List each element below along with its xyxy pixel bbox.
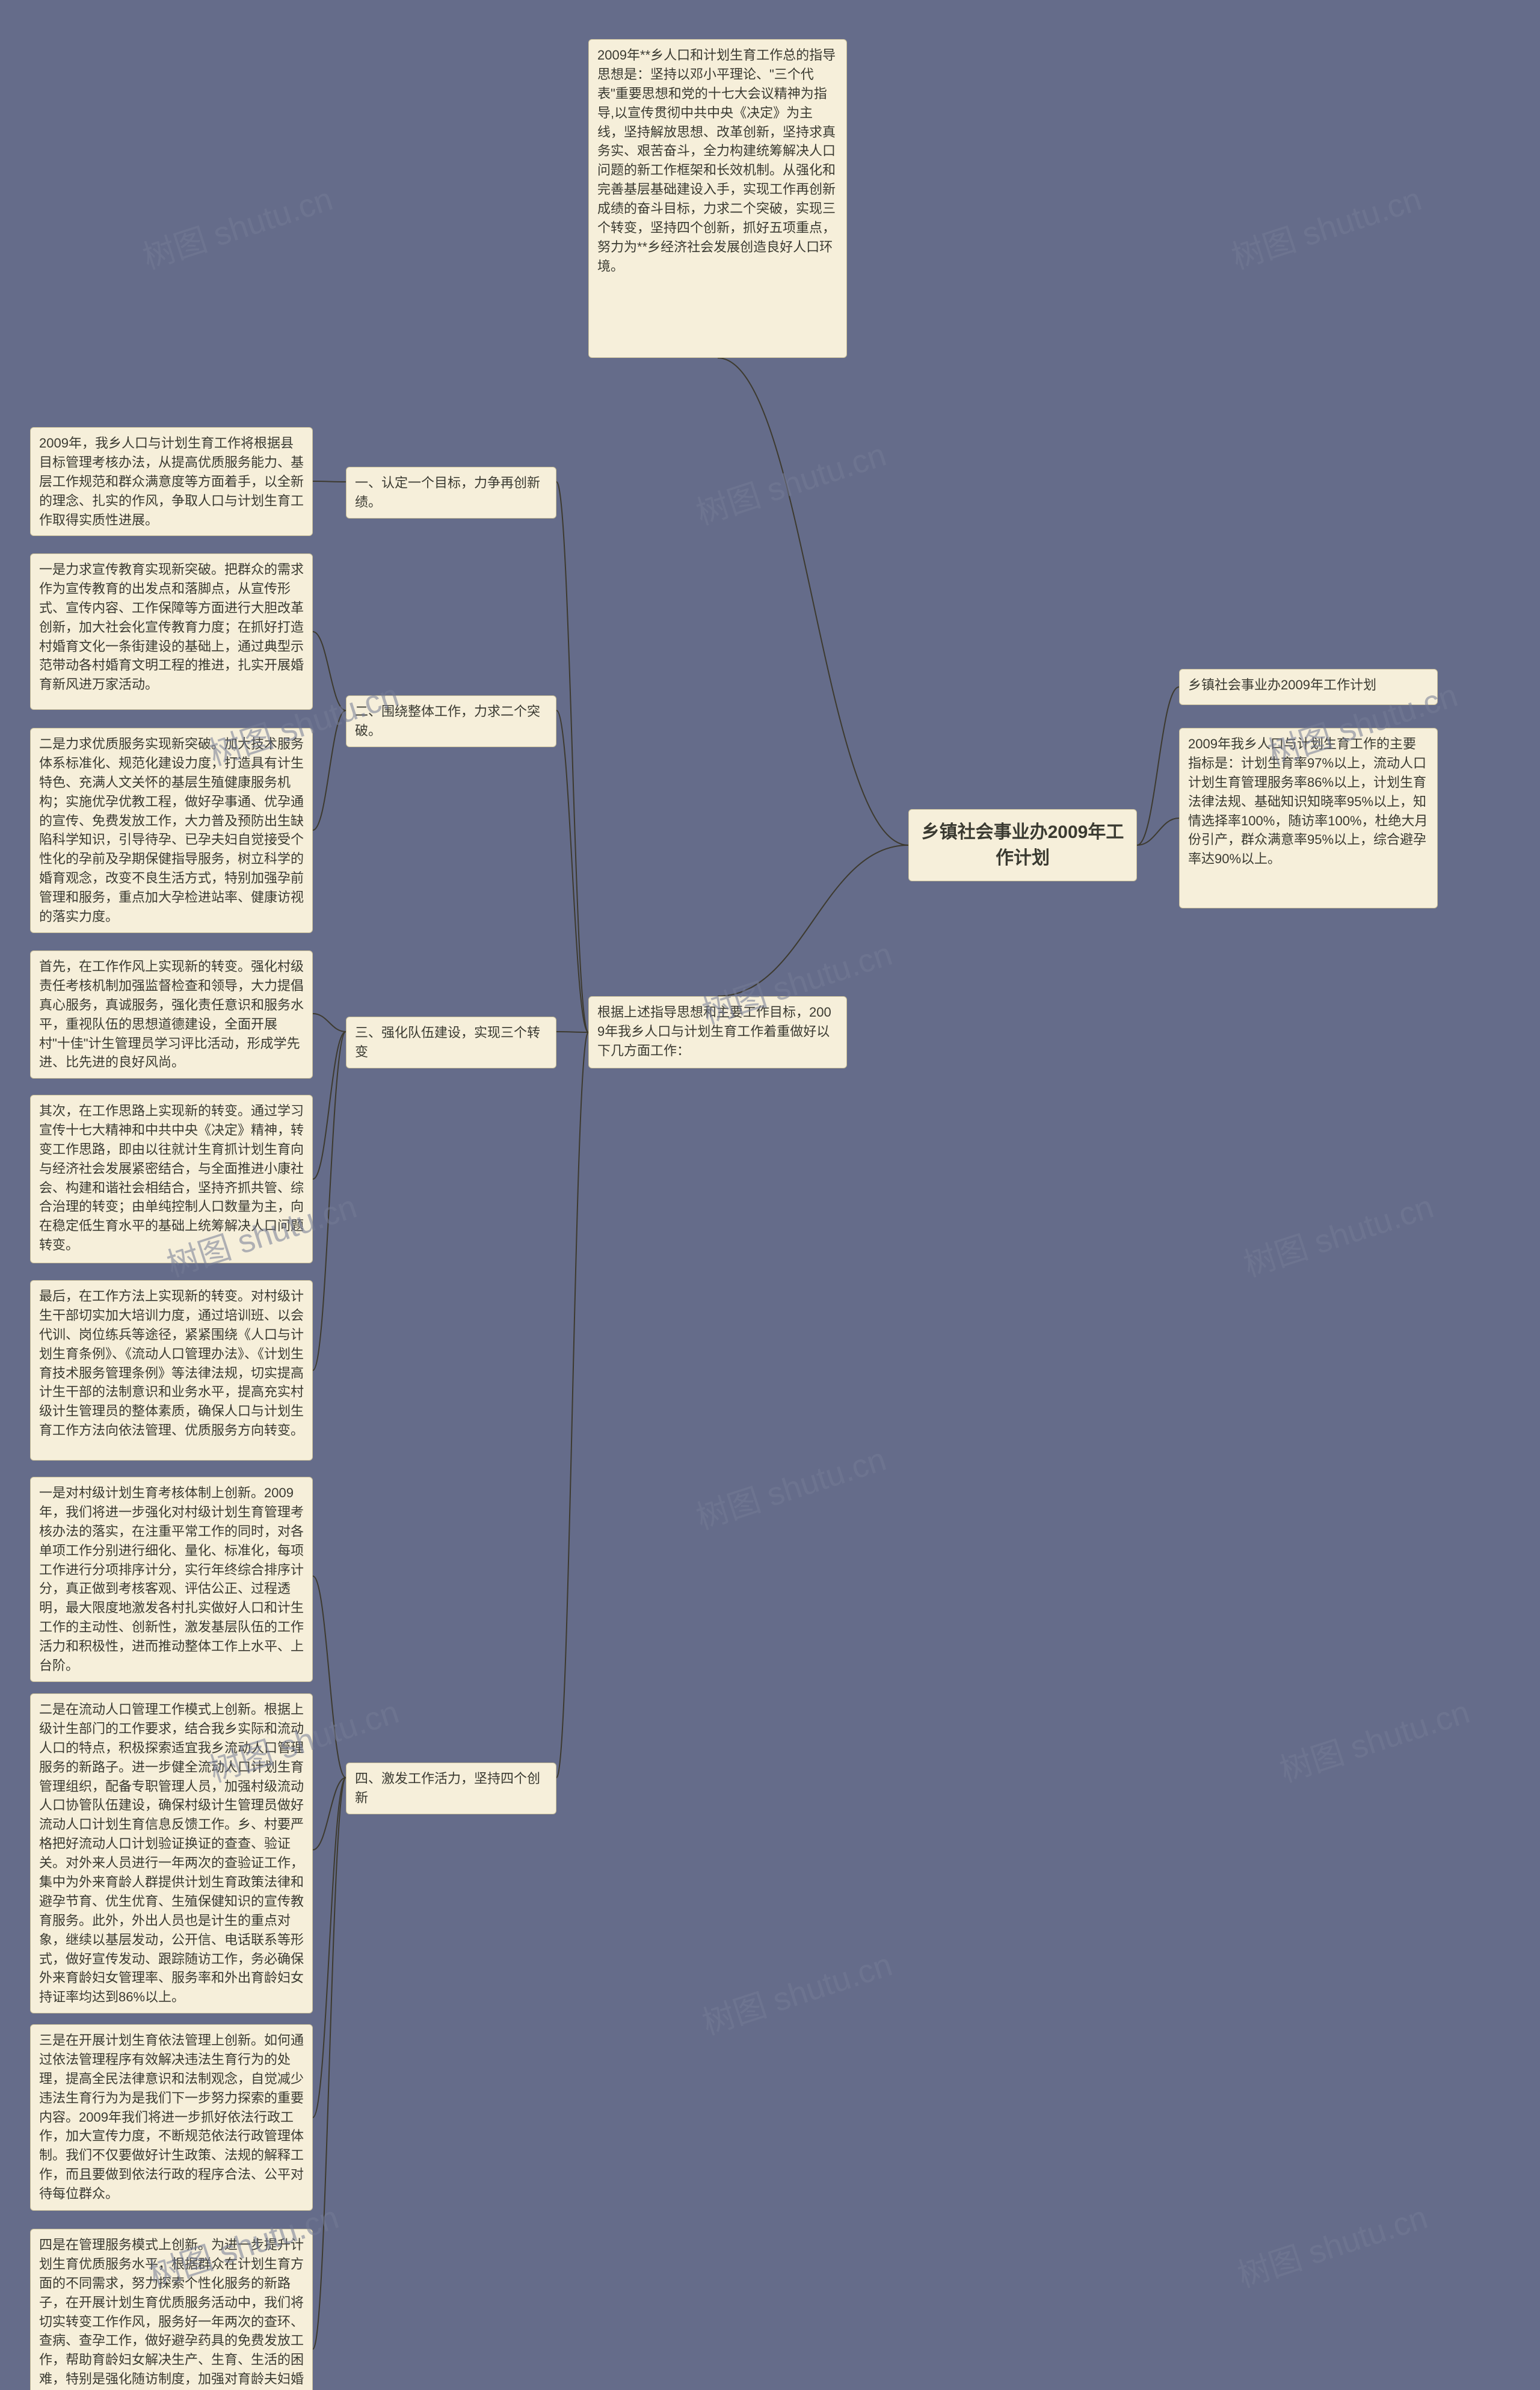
section-heading-3[interactable]: 三、强化队伍建设，实现三个转变 [346, 1017, 556, 1068]
detail-node-3c[interactable]: 最后，在工作方法上实现新的转变。对村级计生干部切实加大培训力度，通过培训班、以会… [30, 1280, 313, 1461]
connector [313, 1576, 346, 1778]
watermark: 树图 shutu.cn [1237, 1180, 1439, 1286]
root-node[interactable]: 乡镇社会事业办2009年工作计划 [908, 809, 1137, 881]
watermark: 树图 shutu.cn [1273, 1685, 1475, 1791]
connector [313, 632, 346, 710]
mindmap-stage: 乡镇社会事业办2009年工作计划 乡镇社会事业办2009年工作计划 2009年我… [0, 0, 1540, 2390]
connector [313, 1032, 346, 1370]
watermark: 树图 shutu.cn [1225, 172, 1427, 278]
detail-node-4b[interactable]: 二是在流动人口管理工作模式上创新。根据上级计生部门的工作要求，结合我乡实际和流动… [30, 1693, 313, 2013]
detail-node-4a[interactable]: 一是对村级计划生育考核体制上创新。2009年，我们将进一步强化对村级计划生育管理… [30, 1477, 313, 1682]
connector [313, 481, 346, 482]
connector [313, 1778, 346, 2349]
detail-node-3a[interactable]: 首先，在工作作风上实现新的转变。强化村级责任考核机制加强监督检查和领导，大力提倡… [30, 950, 313, 1079]
connector [313, 1778, 346, 1850]
section-heading-4[interactable]: 四、激发工作活力，坚持四个创新 [346, 1763, 556, 1814]
detail-node-4d[interactable]: 四是在管理服务模式上创新。为进一步提升计划生育优质服务水平，根据群众在计划生育方… [30, 2229, 313, 2390]
watermark: 树图 shutu.cn [695, 1938, 898, 2044]
connector [718, 358, 908, 845]
detail-node-2b[interactable]: 二是力求优质服务实现新突破。加大技术服务体系标准化、规范化建设力度，打造具有计生… [30, 728, 313, 933]
connector [1137, 818, 1179, 845]
right-node-title[interactable]: 乡镇社会事业办2009年工作计划 [1179, 669, 1438, 705]
detail-node-2a[interactable]: 一是力求宣传教育实现新突破。把群众的需求作为宣传教育的出发点和落脚点，从宣传形式… [30, 553, 313, 710]
connector [556, 1032, 588, 1778]
guiding-thought-block[interactable]: 2009年**乡人口和计划生育工作总的指导思想是：坚持以邓小平理论、"三个代表"… [588, 39, 847, 358]
connector [313, 710, 346, 830]
watermark: 树图 shutu.cn [689, 428, 892, 534]
connector [556, 482, 588, 1032]
section-heading-2[interactable]: 二、围绕整体工作，力求二个突破。 [346, 695, 556, 747]
focus-intro-block[interactable]: 根据上述指导思想和主要工作目标，2009年我乡人口与计划生育工作着重做好以下几方… [588, 996, 847, 1068]
connector [313, 1778, 346, 2117]
right-node-indicators[interactable]: 2009年我乡人口与计划生育工作的主要指标是：计划生育率97%以上，流动人口计划… [1179, 728, 1438, 908]
watermark: 树图 shutu.cn [136, 172, 338, 278]
detail-node-1[interactable]: 2009年，我乡人口与计划生育工作将根据县目标管理考核办法，从提高优质服务能力、… [30, 427, 313, 536]
connector [1137, 687, 1179, 845]
connector [313, 1032, 346, 1179]
section-heading-1[interactable]: 一、认定一个目标，力争再创新绩。 [346, 467, 556, 519]
connector [718, 845, 908, 996]
detail-node-3b[interactable]: 其次，在工作思路上实现新的转变。通过学习宣传十七大精神和中共中央《决定》精神，转… [30, 1095, 313, 1263]
watermark: 树图 shutu.cn [689, 1432, 892, 1538]
watermark: 树图 shutu.cn [1231, 2190, 1433, 2296]
detail-node-4c[interactable]: 三是在开展计划生育依法管理上创新。如何通过依法管理程序有效解决违法生育行为的处理… [30, 2024, 313, 2211]
connector [313, 1014, 346, 1032]
connector [556, 710, 588, 1032]
